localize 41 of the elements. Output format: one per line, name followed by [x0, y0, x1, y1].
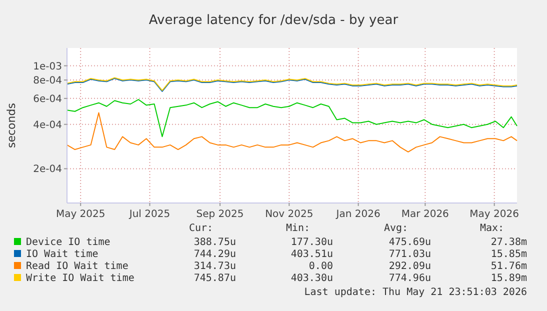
- text: 27.38m: [490, 237, 527, 248]
- text: 403.30u: [290, 273, 333, 284]
- x-tick-label: May 2026: [470, 209, 519, 220]
- text: 744.29u: [194, 249, 236, 260]
- x-tick-label: Sep 2025: [196, 209, 244, 220]
- line-series: [66, 112, 518, 152]
- text: Max:: [480, 223, 504, 234]
- y-tick-label: 8e-04: [33, 76, 62, 87]
- y-tick-label: 1e-03: [33, 61, 62, 72]
- legend-label: Write IO Wait time: [26, 273, 134, 284]
- text: 774.96u: [388, 273, 431, 284]
- text: 15.89m: [490, 273, 527, 284]
- text: 51.76m: [490, 261, 527, 272]
- text: Cur:: [188, 223, 214, 234]
- text: 292.09u: [388, 261, 431, 272]
- chart-title: Average latency for /dev/sda - by year: [148, 13, 399, 28]
- text: Min:: [286, 223, 310, 234]
- y-axis-title: seconds: [5, 102, 18, 148]
- legend-label: IO Wait time: [26, 249, 98, 260]
- text: 314.73u: [194, 261, 236, 272]
- text: 403.51u: [290, 249, 333, 260]
- y-tick-label: 6e-04: [33, 94, 62, 105]
- text: 177.30u: [290, 237, 333, 248]
- text: 475.69u: [388, 237, 431, 248]
- x-tick-label: Jul 2025: [128, 209, 170, 220]
- text: Last update: Thu May 21 23:51:03 2026: [304, 287, 527, 298]
- line-series: [66, 99, 518, 138]
- text: 0.00: [308, 261, 333, 272]
- text: Avg:: [384, 223, 408, 234]
- text: 15.85m: [490, 249, 527, 260]
- legend-label: Read IO Wait time: [26, 261, 128, 272]
- text: 771.03u: [388, 249, 431, 260]
- text: 388.75u: [194, 237, 236, 248]
- x-tick-label: Nov 2025: [265, 209, 314, 220]
- text: 745.87u: [194, 273, 236, 284]
- x-tick-label: Jan 2026: [335, 209, 380, 220]
- x-tick-label: May 2025: [56, 209, 106, 220]
- y-tick-label: 4e-04: [33, 120, 62, 131]
- x-tick-label: Mar 2026: [401, 209, 449, 220]
- legend-label: Device IO time: [26, 237, 110, 248]
- y-tick-label: 2e-04: [33, 164, 62, 176]
